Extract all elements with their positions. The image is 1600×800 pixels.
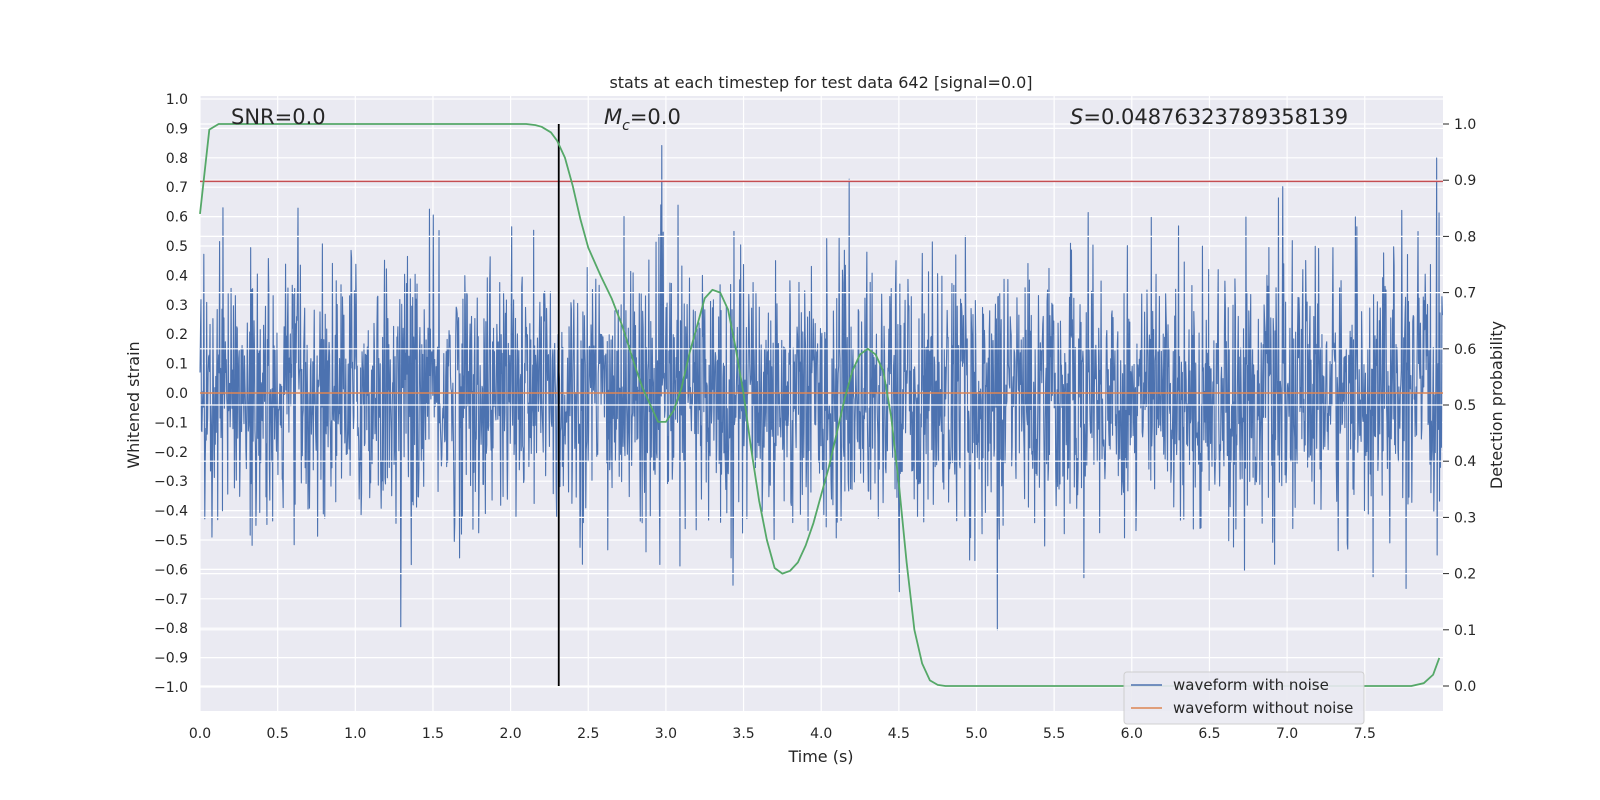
- tick-labels: 0.0 0.5 1.0 1.5 2.0 2.5 3.0 3.5 4.0 4.5 5.0 5.5 6.0 6…: [154, 92, 1476, 742]
- x-tick-label: 0.0: [189, 726, 211, 742]
- right-y-tick-label: 0.8: [1454, 229, 1476, 245]
- y-tick-label: 0.4: [166, 268, 188, 284]
- right-grid-lines: [200, 123, 1443, 687]
- right-y-tick-label: 0.1: [1454, 623, 1476, 639]
- y-tick-label: −0.5: [154, 533, 188, 549]
- y-tick-label: −0.2: [154, 445, 188, 461]
- x-tick-label: 4.0: [810, 726, 832, 742]
- y-tick-label: 0.9: [166, 121, 188, 137]
- legend-label-noisy: waveform with noise: [1173, 676, 1329, 694]
- y-tick-label: −0.3: [154, 474, 188, 490]
- right-y-tick-label: 0.3: [1454, 510, 1476, 526]
- y-tick-label: −0.9: [154, 651, 188, 667]
- right-y-tick-label: 1.0: [1454, 117, 1476, 133]
- x-tick-label: 4.5: [888, 726, 910, 742]
- x-tick-label: 7.0: [1276, 726, 1298, 742]
- x-tick-label: 6.5: [1198, 726, 1220, 742]
- x-tick-label: 5.5: [1043, 726, 1065, 742]
- y-tick-label: 0.0: [166, 386, 188, 402]
- x-tick-label: 7.5: [1354, 726, 1376, 742]
- y-tick-label: 0.6: [166, 210, 188, 226]
- x-tick-label: 1.0: [344, 726, 366, 742]
- y-tick-label: −0.4: [154, 504, 188, 520]
- y-tick-label: −0.6: [154, 562, 188, 578]
- y-tick-label: 0.2: [166, 327, 188, 343]
- right-y-tick-label: 0.2: [1454, 567, 1476, 583]
- y-tick-label: −0.7: [154, 592, 188, 608]
- detection-probability-line: [199, 123, 1441, 687]
- y-tick-label: 0.1: [166, 357, 188, 373]
- right-y-tick-label: 0.9: [1454, 173, 1476, 189]
- right-y-tick-label: 0.4: [1454, 454, 1476, 470]
- x-axis-label: Time (s): [787, 747, 853, 766]
- chirp-mass-annotation: Mc=0.0: [604, 105, 681, 134]
- x-tick-label: 6.0: [1121, 726, 1143, 742]
- y-axis-right-label: Detection probability: [1487, 321, 1506, 489]
- y-tick-label: −0.8: [154, 621, 188, 637]
- y-tick-label: 1.0: [166, 92, 188, 108]
- x-tick-label: 2.5: [577, 726, 599, 742]
- x-tick-label: 5.0: [965, 726, 987, 742]
- y-tick-label: 0.5: [166, 239, 188, 255]
- x-tick-label: 3.0: [655, 726, 677, 742]
- y-tick-label: 0.7: [166, 180, 188, 196]
- y-tick-label: −1.0: [154, 680, 188, 696]
- chart-overlays: [199, 123, 1443, 687]
- right-y-tick-label: 0.0: [1454, 679, 1476, 695]
- y-axis-label: Whitened strain: [124, 341, 143, 468]
- right-y-tick-label: 0.7: [1454, 286, 1476, 302]
- score-annotation: S=0.04876323789358139: [1070, 105, 1348, 129]
- y-tick-label: 0.3: [166, 298, 188, 314]
- y-tick-label: −0.1: [154, 415, 188, 431]
- right-y-tick-label: 0.5: [1454, 398, 1476, 414]
- legend-box: [1123, 671, 1365, 725]
- x-tick-label: 3.5: [732, 726, 754, 742]
- x-tick-label: 0.5: [267, 726, 289, 742]
- snr-annotation: SNR=0.0: [231, 105, 326, 129]
- chart-title: stats at each timestep for test data 642…: [609, 73, 1032, 92]
- y-tick-label: 0.8: [166, 151, 188, 167]
- legend: waveform with noise waveform without noi…: [1123, 671, 1365, 725]
- legend-label-clean: waveform without noise: [1173, 699, 1353, 717]
- x-tick-label: 2.0: [499, 726, 521, 742]
- x-tick-label: 1.5: [422, 726, 444, 742]
- right-y-tick-label: 0.6: [1454, 342, 1476, 358]
